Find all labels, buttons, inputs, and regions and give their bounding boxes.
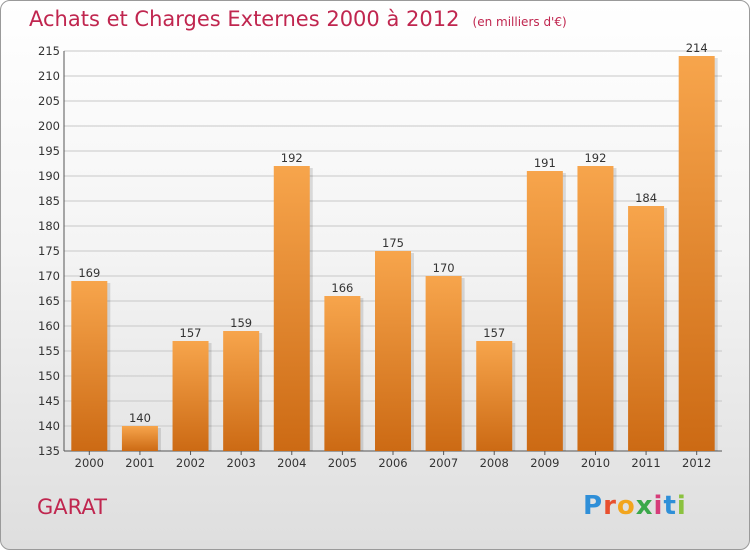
bar-2006 [375,251,411,451]
axis-layer: 135 140 145 150 155 160 165 170 175 180 185 190 195 2… [38,44,722,470]
label-layer: 169 140 157 159 192 166 175 170 157 191 192 184 214 [78,41,707,425]
value-label: 157 [180,326,202,340]
bar-2004 [273,166,310,451]
x-tick-label: 2012 [682,456,711,470]
bar-2003 [223,331,260,451]
chart-unit-text: (en milliers d'€) [472,15,567,29]
x-tick-label: 2002 [176,456,205,470]
value-label: 192 [281,151,303,165]
y-tick-label: 135 [38,444,60,458]
x-tick-label: 2005 [328,456,357,470]
bar-2012 [678,56,715,451]
y-tick-label: 140 [38,419,60,433]
x-tick-label: 2003 [227,456,256,470]
value-label: 157 [483,326,505,340]
x-tick-label: 2010 [581,456,610,470]
value-label: 140 [129,411,151,425]
bar-2000 [71,281,108,451]
y-tick-label: 190 [38,169,60,183]
logo-letter: t [663,491,677,521]
bar-2001 [121,426,158,451]
logo-letter: i [676,491,687,521]
y-tick-label: 185 [38,194,60,208]
value-label: 214 [686,41,708,55]
bar-2008 [476,341,513,451]
chart-title-text: Achats et Charges Externes 2000 à 2012 [29,7,460,31]
x-tick-label: 2008 [480,456,509,470]
value-label: 184 [635,191,657,205]
x-tick-label: 2001 [125,456,154,470]
proxiti-logo[interactable]: Proxiti [583,491,687,521]
value-label: 169 [78,266,100,280]
y-tick-label: 215 [38,44,60,58]
bar-2002 [172,341,209,451]
x-tick-label: 2011 [631,456,660,470]
x-tick-label: 2006 [378,456,407,470]
value-label: 159 [230,316,252,330]
y-tick-label: 195 [38,144,60,158]
chart-title: Achats et Charges Externes 2000 à 2012 (… [29,7,567,31]
logo-letter: i [653,491,664,521]
logo-letter: r [603,491,617,521]
y-tick-label: 210 [38,69,60,83]
y-tick-label: 205 [38,94,60,108]
bar-2010 [577,166,614,451]
value-label: 170 [433,261,455,275]
value-label: 192 [584,151,606,165]
value-label: 191 [534,156,556,170]
y-tick-label: 165 [38,294,60,308]
x-tick-label: 2004 [277,456,306,470]
y-tick-label: 145 [38,394,60,408]
logo-letter: o [616,491,636,521]
logo-letter: x [635,491,654,521]
bar-2009 [526,171,563,451]
commune-name: GARAT [37,495,107,519]
x-tick-label: 2000 [75,456,104,470]
y-tick-label: 150 [38,369,60,383]
bar-2005 [324,296,361,451]
value-label: 175 [382,236,404,250]
y-tick-label: 200 [38,119,60,133]
y-tick-label: 155 [38,344,60,358]
value-label: 166 [331,281,353,295]
x-tick-label: 2007 [429,456,458,470]
y-tick-label: 175 [38,244,60,258]
bar-layer [71,56,718,451]
logo-letter: P [583,491,604,521]
y-tick-label: 170 [38,269,60,283]
y-tick-label: 160 [38,319,60,333]
bar-2011 [628,206,665,451]
x-tick-label: 2009 [530,456,559,470]
y-tick-label: 180 [38,219,60,233]
bar-2007 [425,276,462,451]
